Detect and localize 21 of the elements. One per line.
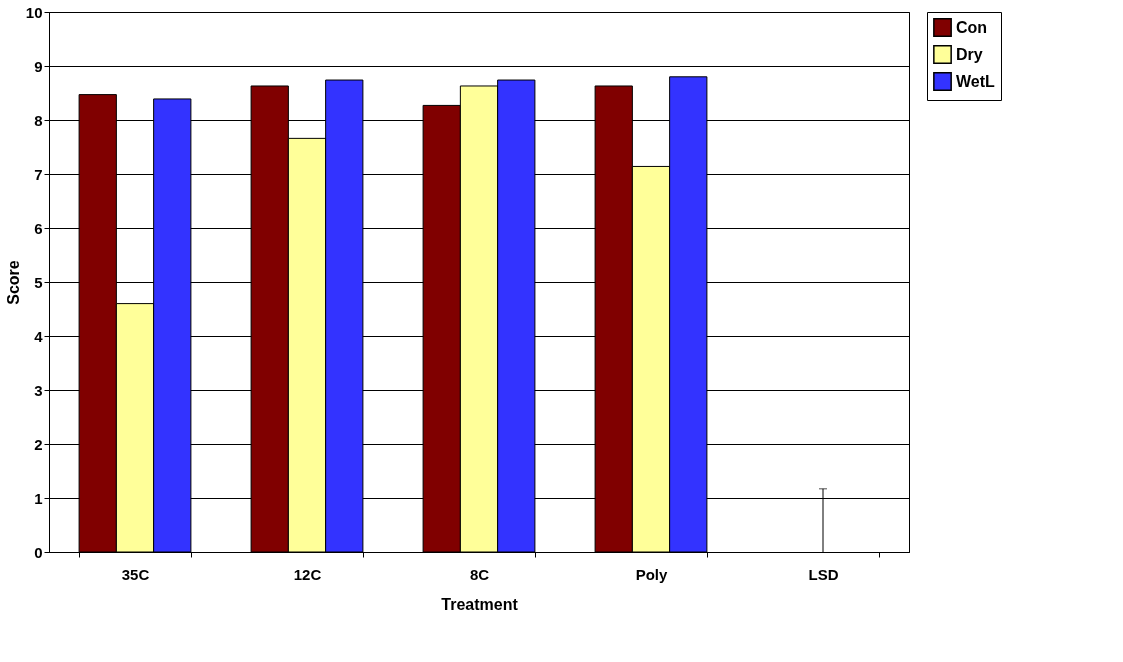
y-tick-label: 3 — [34, 381, 43, 399]
y-tick-label: 7 — [34, 165, 43, 183]
legend-label: Dry — [956, 45, 983, 63]
x-tick-label: LSD — [808, 565, 839, 583]
y-tick-label: 4 — [34, 327, 44, 345]
legend-label: Con — [956, 18, 988, 36]
x-tick-label: 12C — [293, 565, 322, 583]
x-tick-label: 8C — [469, 565, 490, 583]
y-tick-label: 8 — [34, 111, 43, 129]
y-tick-label: 9 — [34, 57, 43, 75]
y-axis-title: Score — [4, 260, 22, 305]
x-tick-label: 35C — [121, 565, 150, 583]
x-tick-label: Poly — [635, 565, 668, 583]
y-tick-label: 1 — [34, 489, 43, 507]
y-tick-label: 6 — [34, 219, 43, 237]
y-tick-label: 10 — [25, 3, 43, 21]
x-axis-title: Treatment — [441, 595, 519, 613]
legend-label: WetL — [956, 72, 996, 90]
y-tick-label: 5 — [34, 273, 43, 291]
y-tick-label: 0 — [34, 543, 43, 561]
y-tick-label: 2 — [34, 435, 43, 453]
